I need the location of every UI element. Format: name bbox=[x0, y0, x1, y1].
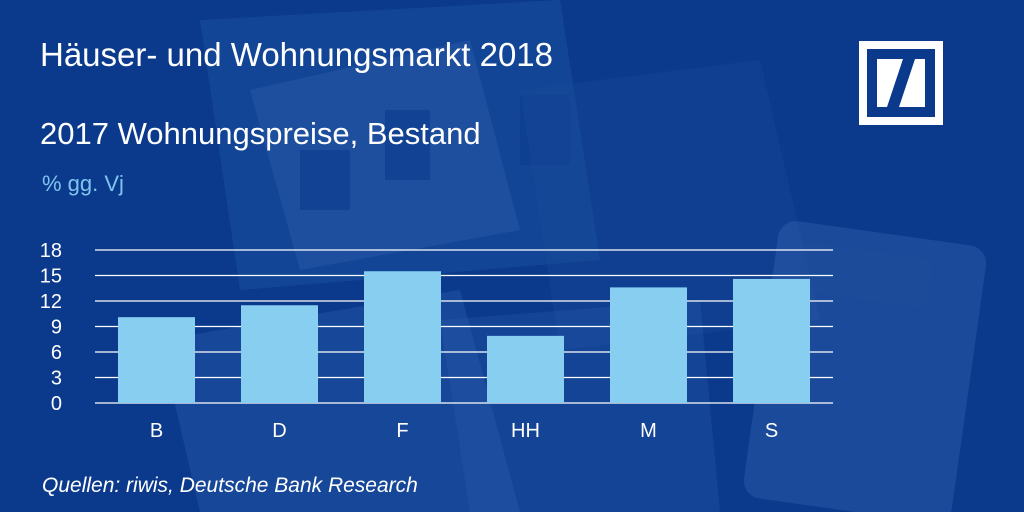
bar-f bbox=[364, 271, 441, 403]
bar-s bbox=[733, 278, 810, 403]
y-axis-unit: % gg. Vj bbox=[42, 171, 124, 196]
y-tick-label: 6 bbox=[51, 342, 62, 364]
y-tick-label: 15 bbox=[40, 266, 62, 288]
bar-hh bbox=[487, 335, 564, 403]
y-tick-label: 0 bbox=[51, 393, 62, 415]
bars bbox=[118, 271, 810, 403]
source-note: Quellen: riwis, Deutsche Bank Research bbox=[42, 474, 418, 497]
bar-d bbox=[241, 305, 318, 403]
y-tick-label: 9 bbox=[51, 317, 62, 339]
y-tick-labels: 0 3 6 9 12 15 18 bbox=[40, 240, 62, 415]
x-category-label: B bbox=[150, 420, 163, 442]
x-category-label: HH bbox=[511, 420, 540, 442]
x-category-label: F bbox=[396, 420, 408, 442]
x-category-label: D bbox=[272, 420, 286, 442]
y-tick-label: 18 bbox=[40, 240, 62, 262]
x-category-labels: B D F HH M S bbox=[150, 420, 778, 442]
grid-lines bbox=[95, 249, 833, 404]
x-category-label: S bbox=[765, 420, 778, 442]
bar-b bbox=[118, 317, 195, 403]
x-category-label: M bbox=[640, 420, 657, 442]
chart-title: 2017 Wohnungspreise, Bestand bbox=[40, 116, 481, 151]
y-tick-label: 12 bbox=[40, 291, 62, 313]
bar-m bbox=[610, 287, 687, 403]
y-tick-label: 3 bbox=[51, 368, 62, 390]
deutsche-bank-logo bbox=[859, 41, 943, 125]
page-title: Häuser- und Wohnungsmarkt 2018 bbox=[40, 36, 554, 73]
